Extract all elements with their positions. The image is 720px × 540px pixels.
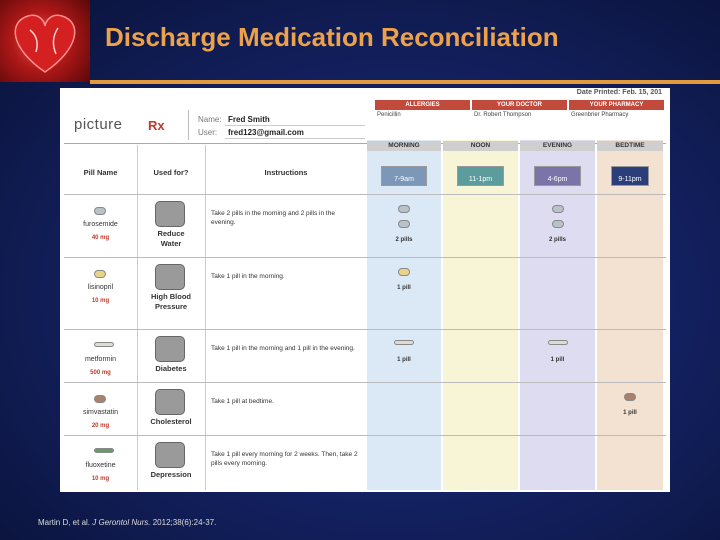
info-value: Penicillin [377, 112, 401, 118]
time-label: EVENING [520, 141, 595, 151]
row-divider [64, 194, 666, 195]
name-label: Name: [198, 115, 222, 124]
used-for: Diabetes [155, 364, 187, 373]
title-rule [90, 80, 720, 84]
time-hours: 4-6pm [534, 166, 581, 186]
time-column [367, 140, 441, 490]
used-for: Reduce Water [157, 229, 185, 248]
pill-icon [94, 342, 114, 347]
dose-count: 1 pill [397, 285, 411, 291]
used-for-icon [155, 264, 185, 290]
dose-count: 2 pills [548, 237, 566, 243]
column-header: Instructions [264, 168, 308, 177]
time-label: NOON [443, 141, 518, 151]
time-hours: 11-1pm [457, 166, 504, 186]
used-for: Depression [150, 470, 192, 479]
citation-details: 2012;38(6):24-37. [152, 518, 217, 527]
medication-chart: Date Printed: Feb. 15, 201 picture Rx Name:… [60, 88, 670, 492]
pill-icon [551, 205, 564, 213]
time-label: MORNING [367, 141, 441, 151]
pill-icon [398, 220, 410, 228]
instructions: Take 1 pill every morning for 2 weeks. T… [211, 451, 358, 467]
user-value: fred123@gmail.com [228, 128, 304, 137]
pill-name: lisinopril [87, 284, 114, 291]
time-column [443, 140, 518, 490]
name-line [225, 125, 365, 126]
info-header: YOUR PHARMACY [569, 100, 664, 110]
heart-art [14, 14, 76, 73]
pill-icon [624, 393, 636, 401]
time-column [520, 140, 595, 490]
info-value: Dr. Robert Thompson [474, 112, 532, 118]
time-label: BEDTIME [597, 141, 663, 151]
instructions: Take 1 pill at bedtime. [211, 398, 274, 405]
pill-dose: 40 mg [91, 235, 110, 241]
pill-dose: 20 mg [91, 423, 110, 429]
column-divider [205, 145, 206, 490]
used-for: Cholesterol [150, 417, 192, 426]
row-divider [64, 329, 666, 330]
row-divider [64, 257, 666, 258]
instructions: Take 2 pills in the morning and 2 pills … [211, 210, 335, 226]
pill-icon [547, 340, 568, 345]
pill-name: simvastatin [82, 409, 118, 416]
name-value: Fred Smith [228, 115, 270, 124]
row-divider [64, 435, 666, 436]
info-value: Greenbrier Pharmacy [571, 112, 629, 118]
citation-authors: Martin D, et al. [38, 518, 91, 527]
heart-image [0, 0, 90, 82]
row-divider [64, 382, 666, 383]
time-hours: 9-11pm [611, 166, 649, 186]
pill-name: metformin [84, 356, 117, 363]
pill-icon [94, 270, 106, 278]
info-header: YOUR DOCTOR [472, 100, 567, 110]
pill-icon [94, 395, 106, 403]
pill-dose: 10 mg [91, 298, 110, 304]
dose-count: 1 pill [550, 357, 565, 363]
pill-dose: 500 mg [90, 370, 111, 376]
dose-count: 1 pill [623, 410, 637, 416]
header-divider [64, 143, 666, 144]
pill-icon [398, 268, 410, 276]
time-column [597, 140, 663, 490]
pill-dose: 10 mg [91, 476, 110, 482]
pill-icon [94, 207, 106, 215]
user-label: User: [198, 128, 218, 137]
user-line [225, 138, 365, 139]
logo-divider [188, 110, 189, 140]
dose-count: 1 pill [397, 357, 411, 363]
pill-icon [551, 220, 564, 228]
time-hours: 7-9am [381, 166, 427, 186]
pill-icon [398, 205, 410, 213]
logo-mark: Rx [148, 118, 165, 133]
used-for-icon [155, 389, 185, 415]
pill-name: fluoxetine [85, 462, 116, 469]
pill-icon [394, 340, 414, 345]
column-header: Used for? [153, 168, 189, 177]
used-for-icon [155, 336, 185, 362]
citation-journal: J Gerontol Nurs. [92, 518, 151, 527]
slide-title: Discharge Medication Reconciliation [105, 22, 559, 52]
used-for: High Blood Pressure [151, 292, 191, 311]
used-for-icon [155, 201, 185, 227]
pill-icon [94, 448, 114, 453]
used-for-icon [155, 442, 185, 468]
pill-name: furosemide [83, 221, 118, 228]
citation: Martin D, et al. J Gerontol Nurs. 2012;3… [38, 518, 216, 527]
date-printed: Date Printed: Feb. 15, 201 [576, 89, 662, 96]
info-header: ALLERGIES [375, 100, 470, 110]
column-header: Pill Name [83, 168, 118, 177]
instructions: Take 1 pill in the morning. [211, 273, 285, 280]
instructions: Take 1 pill in the morning and 1 pill in… [211, 345, 355, 352]
dose-count: 2 pills [395, 237, 413, 243]
logo-text: picture [74, 116, 123, 133]
column-divider [137, 145, 138, 490]
